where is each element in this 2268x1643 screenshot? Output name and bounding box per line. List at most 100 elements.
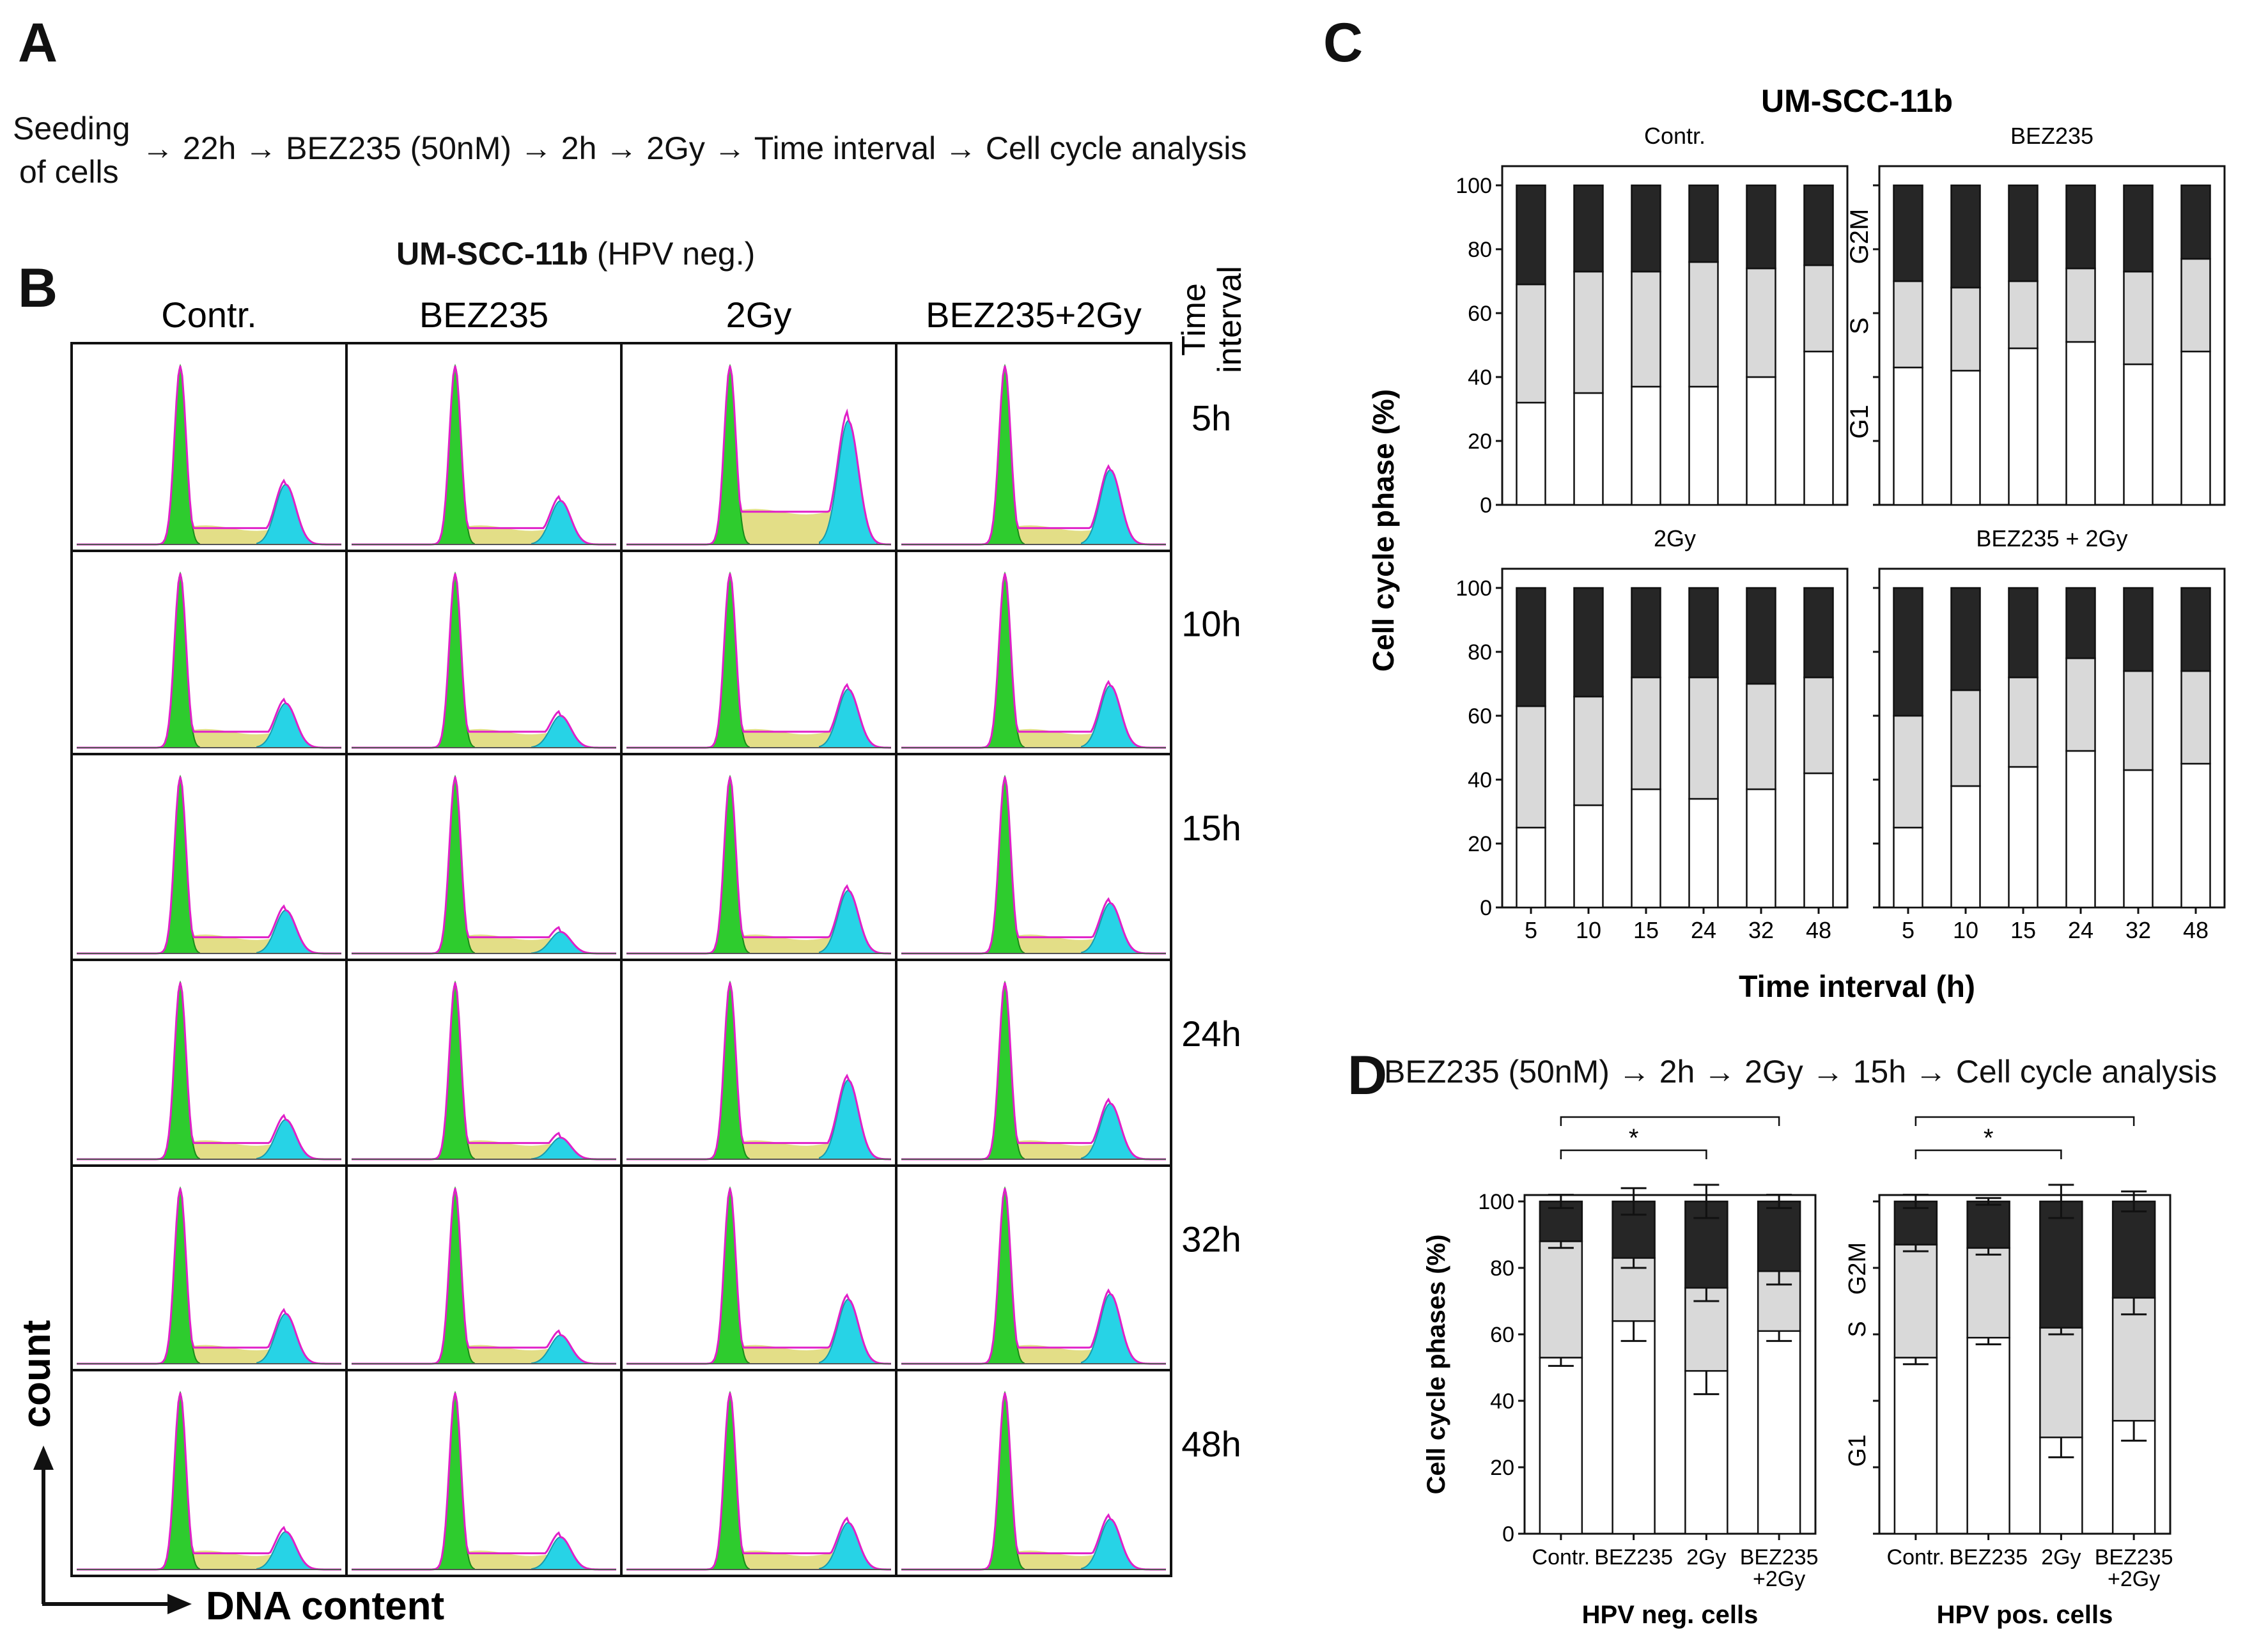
significance-bracket bbox=[1915, 1149, 2062, 1159]
bar-segment-g1 bbox=[1893, 366, 1923, 506]
subchart: Contr. BEZ235 2Gy BEZ235+2Gy bbox=[1873, 1184, 2173, 1591]
bar-segment-g2m bbox=[1950, 184, 1981, 289]
y-tick-label: 80 bbox=[1468, 238, 1492, 262]
s-phase-area bbox=[727, 934, 848, 953]
histogram-frame bbox=[895, 1164, 1172, 1371]
panel-b-title-cell-line: UM-SCC-11b bbox=[396, 236, 589, 272]
y-tick-label: 60 bbox=[1468, 704, 1492, 729]
x-tick-label: 2Gy bbox=[1686, 1545, 1726, 1570]
histogram-frame bbox=[895, 550, 1172, 755]
subchart-title: BEZ235 bbox=[2010, 123, 2093, 149]
panel-c-ylabel: Cell cycle phase (%) bbox=[1367, 389, 1400, 672]
bar-segment-g1 bbox=[1631, 385, 1661, 506]
panel-b-title: UM-SCC-11b (HPV neg.) bbox=[396, 235, 755, 272]
panel-a-letter: A bbox=[18, 12, 58, 73]
subchart-title: Contr. bbox=[1644, 123, 1705, 149]
panel-d-protocol: BEZ235 (50nM) → 2h → 2Gy → 15h → Cell cy… bbox=[1384, 1054, 2218, 1090]
s-phase-area bbox=[727, 1140, 848, 1159]
s-phase-area bbox=[178, 729, 286, 748]
histogram-frame bbox=[70, 753, 348, 961]
s-phase-area bbox=[178, 1140, 286, 1159]
bar-segment-g2m bbox=[1688, 587, 1719, 679]
panel-a-protocol: → 22h → BEZ235 (50nM) → 2h → 2Gy → Time … bbox=[142, 130, 1247, 166]
histogram-cell bbox=[70, 753, 348, 961]
histogram-cell bbox=[620, 753, 897, 961]
bar-segment-g2m bbox=[1539, 1200, 1583, 1242]
bar-segment-g1 bbox=[1631, 788, 1661, 909]
bar-segment-s bbox=[1746, 267, 1776, 378]
panel-c-xlabel: Time interval (h) bbox=[1739, 970, 1975, 1004]
histogram-frame bbox=[895, 753, 1172, 961]
bar-segment-g1 bbox=[1516, 401, 1546, 506]
y-tick-label: 20 bbox=[1490, 1456, 1514, 1480]
bar-segment-s bbox=[1631, 270, 1661, 388]
column-header: 2Gy bbox=[726, 295, 792, 335]
bar-segment-g2m bbox=[1757, 1200, 1801, 1272]
dna-content-axis-label: DNA content bbox=[206, 1584, 444, 1628]
histogram-frame bbox=[70, 959, 348, 1167]
s-phase-area bbox=[453, 1140, 561, 1159]
y-tick-label: 80 bbox=[1490, 1256, 1514, 1281]
bar-segment-g2m bbox=[2180, 184, 2211, 260]
bar-segment-s bbox=[1950, 286, 1981, 372]
bar-segment-g2m bbox=[2123, 587, 2154, 672]
histogram-frame bbox=[345, 1164, 623, 1371]
x-tick-label: BEZ235 bbox=[1949, 1545, 2028, 1570]
bar-segment-g1 bbox=[2065, 341, 2096, 506]
bar-segment-g2m bbox=[2065, 587, 2096, 660]
y-tick-label: 100 bbox=[1478, 1190, 1514, 1214]
bar-segment-g1 bbox=[2008, 347, 2039, 506]
subchart-title: 2Gy bbox=[1654, 525, 1696, 552]
panel-a-seeding-line2: of cells bbox=[19, 154, 119, 190]
significance-star: * bbox=[1665, 1106, 1675, 1119]
bar-segment-g2m bbox=[2008, 184, 2039, 282]
y-tick-label: 0 bbox=[1502, 1522, 1514, 1547]
bar-segment-g1 bbox=[1966, 1336, 2010, 1535]
panel-c-letter: C bbox=[1323, 12, 1363, 73]
y-tick-label: 40 bbox=[1468, 768, 1492, 792]
s-phase-area bbox=[178, 1550, 286, 1570]
x-tick-label: 24 bbox=[1691, 917, 1716, 943]
significance-bracket bbox=[1560, 1149, 1707, 1159]
x-tick-label: BEZ235 bbox=[2095, 1545, 2173, 1570]
histogram-cell bbox=[895, 753, 1172, 961]
bar-segment-s bbox=[1539, 1240, 1583, 1359]
bar-segment-g2m bbox=[1631, 587, 1661, 679]
bar-segment-g1 bbox=[1688, 385, 1719, 506]
bar-segment-g1 bbox=[1573, 392, 1604, 506]
bar-segment-g2m bbox=[1746, 184, 1776, 270]
s-phase-area bbox=[1002, 934, 1110, 953]
significance-star: * bbox=[1984, 1124, 1994, 1152]
bar-segment-g1 bbox=[2180, 350, 2211, 506]
histogram-cell bbox=[620, 1164, 897, 1371]
plot-frame bbox=[1523, 1194, 1817, 1535]
panel-c-main-title: UM-SCC-11b bbox=[1761, 83, 1953, 119]
s-phase-area bbox=[727, 509, 848, 544]
plot-frame bbox=[1501, 567, 1849, 909]
panel-d-ylabel: Cell cycle phases (%) bbox=[1422, 1235, 1450, 1495]
panel-d-subchart-xlabel: HPV neg. cells bbox=[1582, 1601, 1759, 1629]
column-header: Contr. bbox=[161, 295, 256, 335]
y-tick-label: 0 bbox=[1480, 896, 1492, 920]
bar-segment-g1 bbox=[2180, 762, 2211, 909]
histogram-frame bbox=[345, 753, 623, 961]
y-tick-label: 60 bbox=[1490, 1323, 1514, 1347]
histogram-frame bbox=[70, 1164, 348, 1371]
phase-label: G1 bbox=[1845, 405, 1874, 438]
bar-segment-s bbox=[2180, 258, 2211, 353]
histogram-frame bbox=[895, 959, 1172, 1167]
histogram-frame bbox=[70, 1369, 348, 1577]
row-time-label: 48h bbox=[1181, 1424, 1241, 1464]
plot-frame bbox=[1878, 1194, 2171, 1535]
bar-segment-s bbox=[1966, 1247, 2010, 1339]
bar-segment-g2m bbox=[1573, 184, 1604, 273]
histogram-frame bbox=[895, 342, 1172, 552]
row-time-label: 15h bbox=[1181, 808, 1241, 848]
bar-segment-g2m bbox=[1803, 184, 1834, 266]
bar-segment-s bbox=[1746, 683, 1776, 791]
row-time-label: 32h bbox=[1181, 1219, 1241, 1259]
bar-segment-s bbox=[1893, 714, 1923, 829]
x-tick-label: 10 bbox=[1953, 917, 1978, 943]
bar-segment-g1 bbox=[1539, 1357, 1583, 1535]
